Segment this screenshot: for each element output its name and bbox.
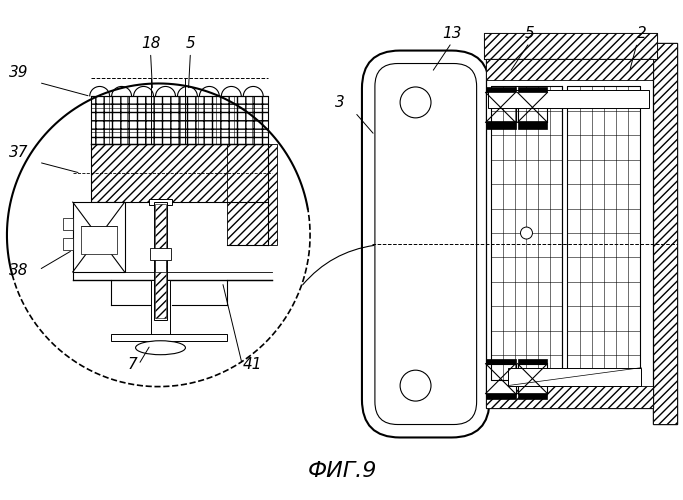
Bar [486, 122, 516, 130]
Bar [568, 86, 640, 380]
Bar [227, 144, 277, 245]
Text: 38: 38 [9, 263, 29, 278]
Circle shape [400, 370, 431, 401]
FancyBboxPatch shape [362, 50, 490, 438]
Bar [653, 42, 677, 424]
Text: 5: 5 [525, 26, 534, 40]
Text: ФИГ.9: ФИГ.9 [307, 462, 377, 481]
Bar [518, 364, 548, 394]
Text: 18: 18 [141, 36, 161, 51]
Text: 39: 39 [9, 66, 29, 80]
Bar [486, 358, 516, 364]
Bar [91, 144, 268, 202]
Bar [488, 90, 649, 108]
Bar [518, 358, 548, 364]
Circle shape [400, 87, 431, 118]
Text: 3: 3 [335, 96, 345, 110]
Bar [486, 58, 653, 80]
Bar [518, 92, 548, 122]
Bar [486, 92, 516, 122]
Text: 37: 37 [9, 145, 29, 160]
Bar [150, 280, 171, 335]
Bar [484, 32, 657, 58]
Bar [653, 42, 677, 424]
Bar [91, 96, 268, 144]
Bar [486, 386, 653, 407]
Ellipse shape [135, 340, 186, 354]
FancyBboxPatch shape [375, 64, 477, 424]
Bar [507, 368, 641, 386]
Circle shape [520, 227, 533, 239]
Text: 2: 2 [637, 26, 647, 40]
Bar [150, 248, 171, 260]
Bar [486, 392, 516, 398]
Circle shape [7, 84, 310, 386]
Bar [154, 204, 167, 318]
Bar [486, 364, 516, 394]
Bar [484, 32, 657, 58]
Bar [486, 88, 516, 92]
Bar [486, 58, 653, 408]
Text: 41: 41 [242, 356, 262, 372]
Bar [518, 122, 548, 130]
Text: 7: 7 [128, 356, 137, 372]
Text: 13: 13 [442, 26, 462, 40]
Bar [63, 238, 73, 250]
Bar [148, 199, 173, 205]
Bar [73, 202, 124, 272]
Bar [490, 86, 562, 380]
Bar [91, 96, 268, 144]
Bar [518, 88, 548, 92]
Bar [81, 226, 117, 254]
Bar [63, 218, 73, 230]
Text: 5: 5 [186, 36, 195, 51]
Bar [518, 392, 548, 398]
Bar [154, 202, 167, 320]
Bar [111, 334, 227, 340]
Bar [154, 260, 167, 272]
